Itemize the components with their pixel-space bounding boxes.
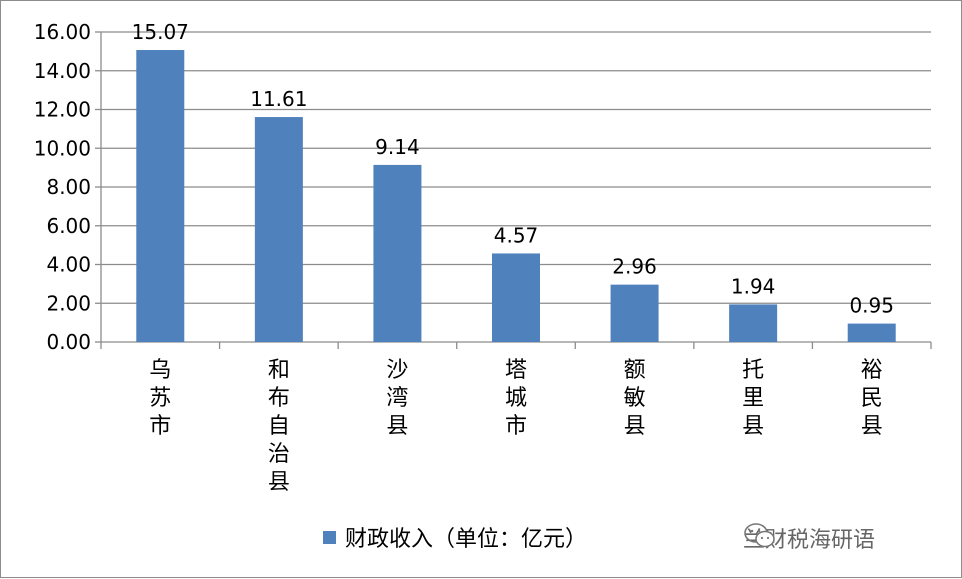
- category-label-char: 县: [861, 414, 883, 439]
- category-label-char: 和: [268, 358, 290, 383]
- y-tick-label: 10.00: [34, 136, 91, 160]
- bar: [254, 117, 303, 343]
- legend-label: 财政收入（单位：亿元）: [345, 527, 588, 552]
- category-label: 沙湾县: [386, 358, 408, 439]
- category-label: 和布自治县: [268, 358, 290, 495]
- category-label: 托里县: [742, 358, 764, 439]
- category-label-char: 托: [742, 358, 764, 383]
- category-label-char: 市: [149, 414, 171, 439]
- category-label-char: 县: [268, 470, 290, 495]
- category-label-char: 塔: [505, 358, 527, 383]
- category-label-char: 自: [268, 414, 290, 439]
- bar: [847, 323, 896, 342]
- category-label-char: 县: [386, 414, 408, 439]
- data-label: 1.94: [731, 274, 776, 298]
- data-label: 9.14: [375, 135, 420, 159]
- category-label-char: 额: [624, 358, 646, 383]
- category-label-char: 治: [268, 442, 290, 467]
- category-label-char: 布: [268, 386, 290, 411]
- data-label: 4.57: [494, 223, 539, 247]
- data-label: 15.07: [132, 20, 189, 44]
- bar: [136, 50, 185, 343]
- category-label: 乌苏市: [149, 358, 171, 439]
- y-tick-label: 16.00: [34, 20, 91, 44]
- category-label-char: 苏: [149, 386, 171, 411]
- category-label-char: 裕: [861, 358, 883, 383]
- category-label-char: 民: [861, 386, 883, 411]
- y-tick-label: 12.00: [34, 98, 91, 122]
- y-tick-label: 14.00: [34, 59, 91, 83]
- bar: [610, 284, 659, 342]
- category-label-char: 沙: [386, 358, 408, 383]
- category-label-char: 湾: [386, 386, 408, 411]
- category-label-char: 县: [624, 414, 646, 439]
- category-label-char: 城: [505, 386, 527, 411]
- data-label: 0.95: [849, 294, 894, 318]
- y-tick-label: 4.00: [46, 253, 91, 277]
- category-label-char: 市: [505, 414, 527, 439]
- y-tick-label: 6.00: [46, 214, 91, 238]
- y-tick-label: 2.00: [46, 291, 91, 315]
- data-label: 11.61: [250, 87, 307, 111]
- category-label: 裕民县: [861, 358, 883, 439]
- category-label-char: 里: [742, 386, 764, 411]
- legend-swatch: [323, 530, 336, 544]
- wechat-icon: [744, 523, 775, 548]
- category-label-char: 乌: [149, 358, 171, 383]
- y-tick-label: 0.00: [46, 330, 91, 354]
- category-label: 塔城市: [505, 358, 527, 439]
- category-label: 额敏县: [624, 358, 646, 439]
- bar: [373, 164, 422, 342]
- y-tick-label: 8.00: [46, 175, 91, 199]
- watermark: 兰财税海研语: [743, 521, 875, 555]
- bar: [492, 253, 540, 342]
- legend: 财政收入（单位：亿元）: [323, 522, 587, 552]
- data-label: 2.96: [612, 255, 657, 279]
- category-label-char: 县: [742, 414, 764, 439]
- bar: [729, 304, 778, 342]
- category-label-char: 敏: [624, 386, 646, 411]
